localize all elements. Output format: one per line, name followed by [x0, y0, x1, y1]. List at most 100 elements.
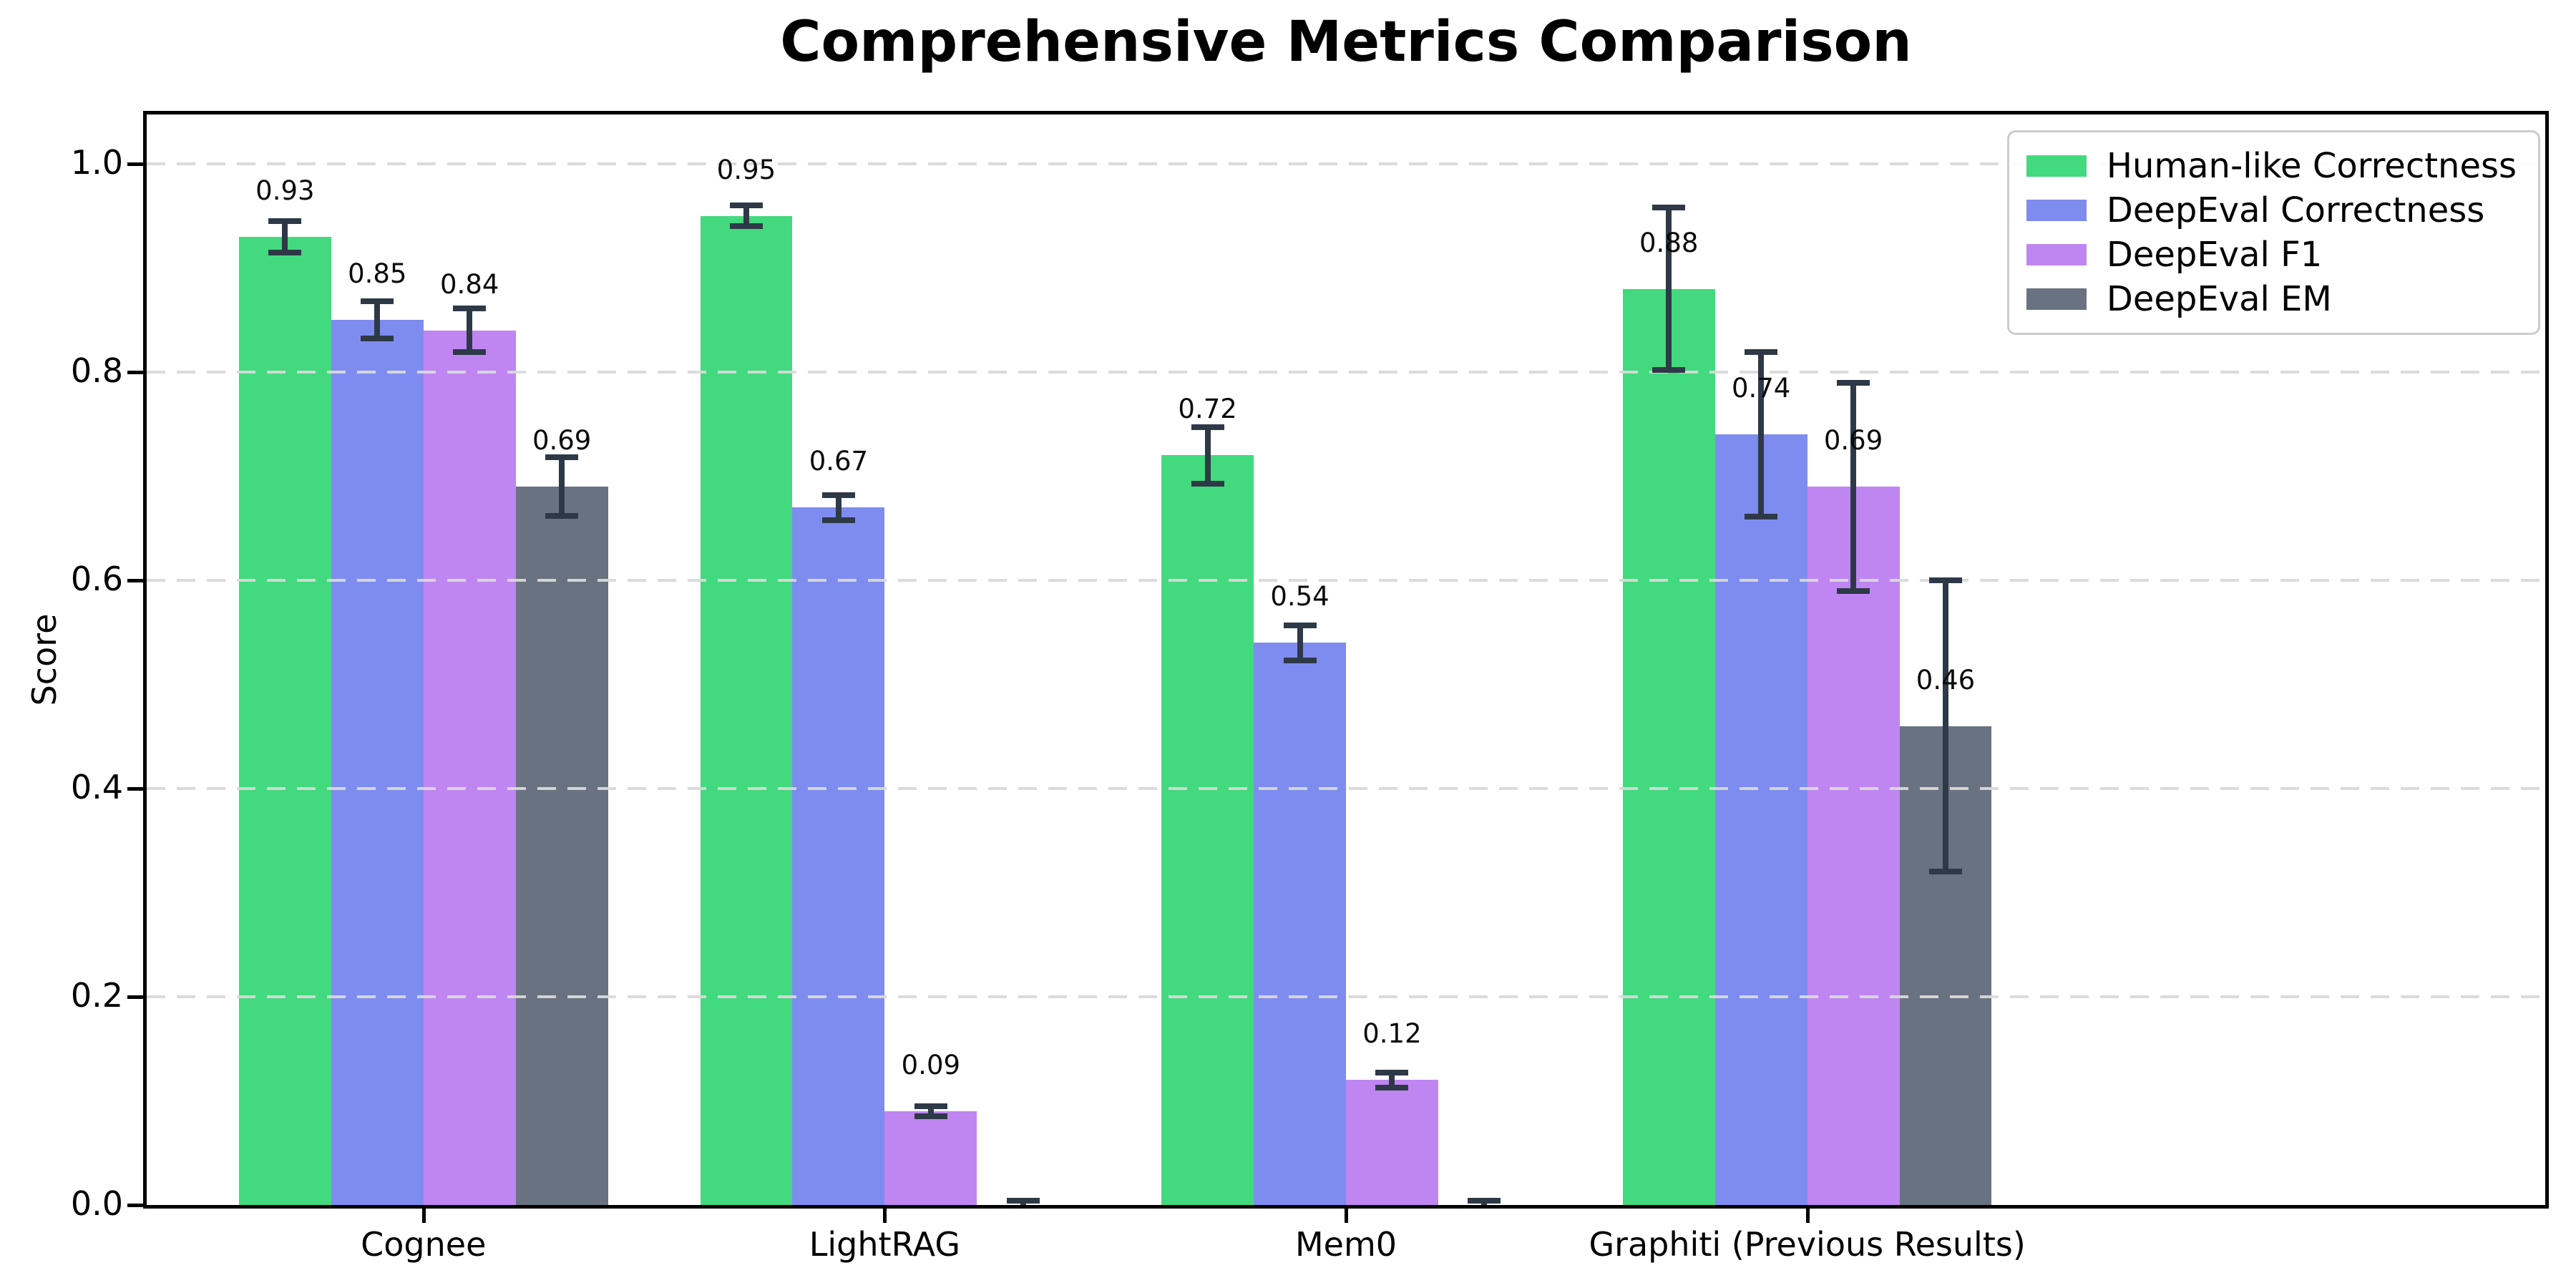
bar-mem0-0: [1161, 455, 1254, 1205]
legend-label: DeepEval EM: [2106, 279, 2332, 319]
bar-value-label: 0.69: [532, 425, 592, 457]
error-bar-cap-bottom: [361, 336, 394, 342]
y-tick-label: 0.6: [70, 560, 123, 598]
y-tick-label: 0.4: [70, 768, 123, 806]
bar-graphiti-previous-results--0: [1622, 288, 1715, 1205]
error-bar-cap-bottom: [1375, 1084, 1409, 1091]
error-bar-cap-top: [1929, 577, 1962, 583]
error-bar-cap-bottom: [730, 223, 763, 230]
legend-swatch-icon: [2026, 244, 2087, 265]
error-bar-cap-bottom: [914, 1113, 947, 1120]
error-bar-cap-bottom: [1191, 480, 1224, 487]
error-bar: [1850, 382, 1857, 591]
y-tick: [127, 371, 143, 374]
y-tick: [127, 1204, 143, 1207]
y-axis-label: Score: [25, 613, 64, 706]
error-bar-cap-top: [545, 454, 579, 461]
bar-mem0-2: [1346, 1080, 1438, 1205]
bar-value-label: 0.84: [440, 268, 499, 300]
bar-value-label: 0.85: [348, 258, 407, 290]
bar-lightrag-2: [884, 1111, 977, 1205]
bar-value-label: 0.09: [901, 1050, 961, 1081]
bar-cognee-3: [515, 487, 608, 1205]
bar-lightrag-0: [700, 215, 793, 1205]
legend-row: DeepEval F1: [2026, 233, 2517, 277]
legend-label: Human-like Correctness: [2106, 146, 2517, 186]
x-tick: [1805, 1209, 1810, 1223]
y-tick: [127, 995, 143, 999]
bar-cognee-2: [423, 330, 516, 1205]
bar-value-label: 0.67: [809, 446, 869, 477]
x-tick-label-lightrag: LightRAG: [809, 1225, 960, 1264]
legend-label: DeepEval Correctness: [2106, 190, 2485, 230]
error-bar: [1297, 625, 1303, 661]
error-bar-cap-bottom: [268, 249, 302, 255]
error-bar-cap-bottom: [1652, 367, 1686, 374]
legend-label: DeepEval F1: [2106, 235, 2323, 275]
bar-value-label: 0.69: [1823, 425, 1883, 457]
error-bar: [559, 457, 565, 516]
y-tick-label: 0.0: [70, 1184, 123, 1223]
legend-row: Human-like Correctness: [2026, 144, 2517, 188]
x-tick: [1345, 1209, 1348, 1223]
bar-cognee-1: [331, 320, 424, 1205]
legend-swatch-icon: [2026, 288, 2087, 310]
y-tick: [127, 579, 143, 582]
bar-value-label: 0.54: [1270, 581, 1330, 613]
error-bar-cap-top: [1283, 622, 1317, 628]
y-tick-label: 1.0: [70, 143, 123, 182]
legend-row: DeepEval EM: [2026, 277, 2517, 321]
error-bar-cap-top: [821, 492, 855, 498]
error-bar-cap-bottom: [821, 517, 855, 523]
error-bar: [1389, 1073, 1395, 1088]
bar-value-label: 0.12: [1362, 1018, 1422, 1050]
y-tick: [127, 787, 143, 791]
bar-cognee-0: [238, 236, 331, 1205]
error-bar: [1758, 352, 1765, 517]
error-bar: [927, 1106, 934, 1117]
bar-lightrag-1: [792, 507, 885, 1205]
error-bar: [467, 308, 473, 353]
bar-value-label: 0.46: [1916, 664, 1976, 696]
error-bar-cap-bottom: [545, 512, 579, 519]
error-bar-cap-top: [1006, 1198, 1040, 1204]
error-bar: [835, 494, 841, 520]
x-tick-label-graphiti-previous-results-: Graphiti (Previous Results): [1589, 1225, 2026, 1264]
x-tick-label-cognee: Cognee: [361, 1225, 487, 1264]
error-bar-cap-top: [361, 298, 394, 305]
error-bar-cap-top: [268, 218, 302, 225]
error-bar-cap-top: [914, 1103, 947, 1109]
legend: Human-like Correctness DeepEval Correctne…: [2006, 130, 2540, 335]
error-bar: [374, 301, 381, 339]
bar-value-label: 0.72: [1178, 394, 1237, 425]
bar-value-label: 0.95: [716, 154, 776, 185]
x-tick: [421, 1209, 426, 1223]
error-bar: [743, 205, 749, 227]
error-bar-cap-top: [730, 203, 763, 209]
error-bar-cap-bottom: [1929, 869, 1962, 875]
bar-value-label: 0.88: [1639, 227, 1699, 258]
error-bar-cap-top: [453, 306, 487, 312]
y-tick: [127, 162, 143, 166]
error-bar-cap-top: [1375, 1070, 1409, 1076]
error-bar-cap-top: [1468, 1198, 1501, 1204]
bar-value-label: 0.93: [255, 175, 315, 206]
error-bar-cap-top: [1191, 424, 1224, 431]
y-tick-label: 0.2: [70, 976, 123, 1015]
error-bar: [1666, 208, 1672, 371]
bar-graphiti-previous-results--1: [1714, 434, 1807, 1205]
legend-row: DeepEval Correctness: [2026, 188, 2517, 233]
error-bar-cap-bottom: [453, 349, 487, 356]
error-bar-cap-top: [1652, 205, 1686, 211]
legend-swatch-icon: [2026, 200, 2087, 221]
x-tick-label-mem0: Mem0: [1294, 1225, 1397, 1264]
error-bar-cap-top: [1837, 379, 1870, 386]
legend-swatch-icon: [2026, 155, 2087, 177]
error-bar: [1943, 580, 1948, 872]
bar-graphiti-previous-results--2: [1807, 487, 1900, 1205]
y-tick-label: 0.8: [70, 351, 123, 390]
bar-value-label: 0.74: [1731, 373, 1791, 404]
error-bar-cap-bottom: [1745, 514, 1778, 520]
x-tick: [883, 1209, 887, 1223]
